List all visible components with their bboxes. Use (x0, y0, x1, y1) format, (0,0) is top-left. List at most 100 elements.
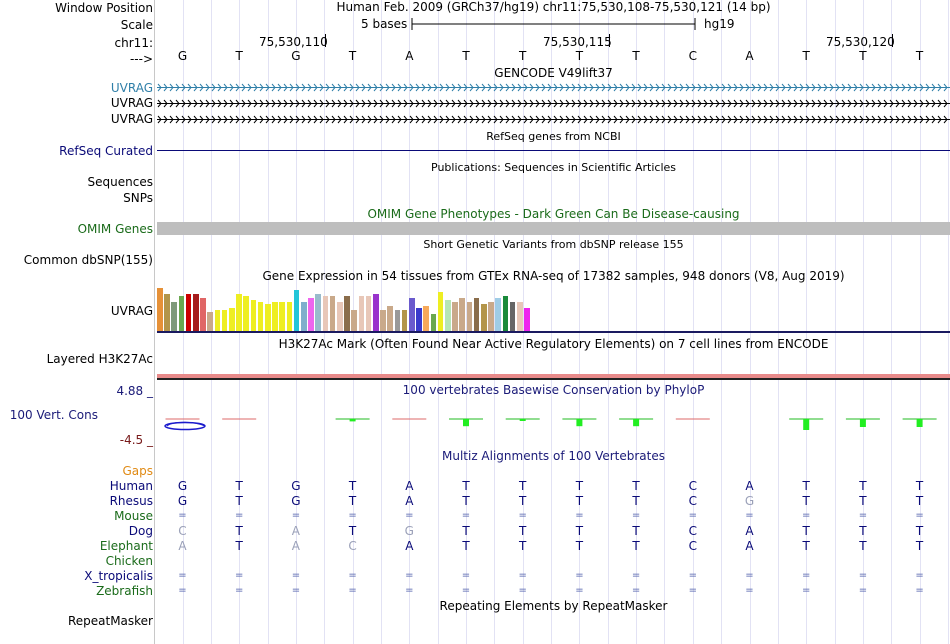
gtex-tissue-bar[interactable] (322, 296, 329, 332)
alignment-base: = (858, 570, 868, 581)
h3k27ac-track-title[interactable]: H3K27Ac Mark (Often Found Near Active Re… (278, 337, 829, 351)
gtex-tissue-bar[interactable] (171, 302, 177, 332)
species-label-dog[interactable]: Dog (128, 524, 153, 538)
gtex-tissue-bar[interactable] (265, 304, 271, 332)
genome-browser-tracks[interactable]: Human Feb. 2009 (GRCh37/hg19) chr11:75,5… (157, 0, 950, 644)
gtex-tissue-bar[interactable] (178, 296, 185, 332)
gtex-tissue-bar[interactable] (272, 302, 278, 332)
gtex-tissue-bar[interactable] (214, 310, 221, 332)
species-label-mouse[interactable]: Mouse (114, 509, 153, 523)
species-label-elephant[interactable]: Elephant (99, 539, 153, 553)
gtex-tissue-bar[interactable] (200, 298, 206, 332)
gtex-tissue-bar[interactable] (430, 314, 437, 332)
gencode-track-title[interactable]: GENCODE V49lift37 (494, 66, 613, 80)
gtex-tissue-bar[interactable] (164, 294, 170, 332)
gencode-gene-label-1[interactable]: UVRAG (110, 81, 153, 95)
gtex-tissue-bar[interactable] (293, 290, 300, 332)
gtex-tissue-bar[interactable] (459, 298, 465, 332)
dbsnp-track-title[interactable]: Short Genetic Variants from dbSNP releas… (423, 238, 684, 251)
gencode-transcript-3[interactable] (157, 115, 950, 124)
gtex-tissue-bar[interactable] (423, 306, 429, 332)
gtex-tissue-bar[interactable] (466, 302, 473, 332)
refseq-track-title[interactable]: RefSeq genes from NCBI (486, 130, 621, 143)
gtex-tissue-bar[interactable] (185, 294, 192, 332)
gtex-tissue-bar[interactable] (452, 302, 458, 332)
gtex-tissue-bar[interactable] (207, 312, 213, 332)
h3k27ac-signal[interactable] (157, 374, 950, 378)
gtex-tissue-bar[interactable] (473, 298, 480, 332)
species-label-xtropicalis[interactable]: X_tropicalis (84, 569, 153, 583)
gtex-tissue-bar[interactable] (495, 298, 501, 332)
gtex-tissue-bar[interactable] (509, 302, 516, 332)
gtex-tissue-bar[interactable] (394, 310, 401, 332)
gtex-tissue-bar[interactable] (286, 302, 293, 332)
gtex-tissue-bar[interactable] (445, 300, 451, 332)
gtex-track-title[interactable]: Gene Expression in 54 tissues from GTEx … (262, 269, 845, 283)
repeatmasker-track-title[interactable]: Repeating Elements by RepeatMasker (439, 599, 668, 613)
gtex-tissue-bar[interactable] (337, 302, 343, 332)
gtex-tissue-bar[interactable] (401, 310, 408, 332)
cons-score-bar[interactable] (463, 419, 469, 427)
gtex-tissue-bar[interactable] (358, 296, 365, 332)
gtex-tissue-bar[interactable] (229, 308, 235, 332)
cons-score-bar[interactable] (576, 419, 583, 427)
gtex-tissue-bar[interactable] (387, 306, 393, 332)
gtex-tissue-bar[interactable] (437, 292, 444, 332)
omim-gene-bar[interactable] (157, 222, 950, 235)
cons-score-bar[interactable] (519, 419, 526, 421)
repeatmasker-track-label[interactable]: RepeatMasker (67, 614, 153, 628)
cons-plot[interactable] (157, 400, 950, 430)
publications-track-title[interactable]: Publications: Sequences in Scientific Ar… (431, 161, 676, 174)
gtex-tissue-bar[interactable] (308, 298, 314, 332)
cons-score-bar[interactable] (916, 419, 923, 427)
gtex-tissue-bar[interactable] (257, 302, 264, 332)
cons-score-bar[interactable] (349, 419, 356, 422)
gtex-tissue-bar[interactable] (373, 294, 379, 332)
gtex-tissue-bar[interactable] (236, 294, 242, 332)
gtex-tissue-bar[interactable] (409, 298, 415, 332)
gtex-tissue-bar[interactable] (250, 300, 257, 332)
gtex-tissue-bar[interactable] (517, 302, 523, 332)
omim-track-label[interactable]: OMIM Genes (77, 222, 153, 236)
cons-score-bar[interactable] (859, 419, 866, 427)
gtex-tissue-bar[interactable] (380, 310, 386, 332)
omim-track-title[interactable]: OMIM Gene Phenotypes - Dark Green Can Be… (367, 207, 740, 221)
gtex-tissue-bar[interactable] (481, 304, 487, 332)
gtex-tissue-bar[interactable] (221, 310, 228, 332)
cons-track-title[interactable]: 100 vertebrates Basewise Conservation by… (402, 383, 705, 397)
species-label-zebrafish[interactable]: Zebrafish (96, 584, 153, 598)
gtex-expression-bars[interactable] (157, 284, 557, 332)
sequences-track-label[interactable]: Sequences (87, 175, 153, 189)
gtex-tissue-bar[interactable] (488, 302, 494, 332)
snps-track-label[interactable]: SNPs (123, 191, 153, 205)
gencode-transcript-2[interactable] (157, 99, 950, 108)
gtex-tissue-bar[interactable] (502, 296, 509, 332)
h3k27ac-track-label[interactable]: Layered H3K27Ac (46, 352, 153, 366)
gtex-tissue-bar[interactable] (365, 296, 372, 332)
cons-score-bar[interactable] (633, 419, 640, 427)
gtex-track-label[interactable]: UVRAG (110, 304, 153, 318)
gtex-tissue-bar[interactable] (524, 308, 530, 332)
refseq-track-label[interactable]: RefSeq Curated (59, 144, 153, 158)
gtex-tissue-bar[interactable] (315, 294, 321, 332)
dbsnp-track-label[interactable]: Common dbSNP(155) (23, 253, 153, 267)
cons-score-bar[interactable] (803, 419, 810, 430)
cons-track-label[interactable]: 100 Vert. Cons (9, 408, 98, 422)
gencode-gene-label-2[interactable]: UVRAG (110, 96, 153, 110)
gtex-tissue-bar[interactable] (279, 302, 285, 332)
gtex-tissue-bar[interactable] (344, 296, 350, 332)
species-label-rhesus[interactable]: Rhesus (109, 494, 153, 508)
gtex-tissue-bar[interactable] (157, 288, 163, 332)
multiz-track-title[interactable]: Multiz Alignments of 100 Vertebrates (441, 449, 666, 463)
gtex-tissue-bar[interactable] (243, 296, 249, 332)
gencode-transcript-1[interactable] (157, 83, 950, 92)
gencode-gene-label-3[interactable]: UVRAG (110, 112, 153, 126)
gtex-tissue-bar[interactable] (329, 296, 336, 332)
species-label-human[interactable]: Human (109, 479, 153, 493)
gtex-tissue-bar[interactable] (193, 294, 199, 332)
gtex-tissue-bar[interactable] (416, 308, 422, 332)
gtex-tissue-bar[interactable] (301, 302, 307, 332)
gtex-tissue-bar[interactable] (351, 310, 357, 332)
species-label-chicken[interactable]: Chicken (105, 554, 153, 568)
refseq-gene-line[interactable] (157, 150, 950, 151)
